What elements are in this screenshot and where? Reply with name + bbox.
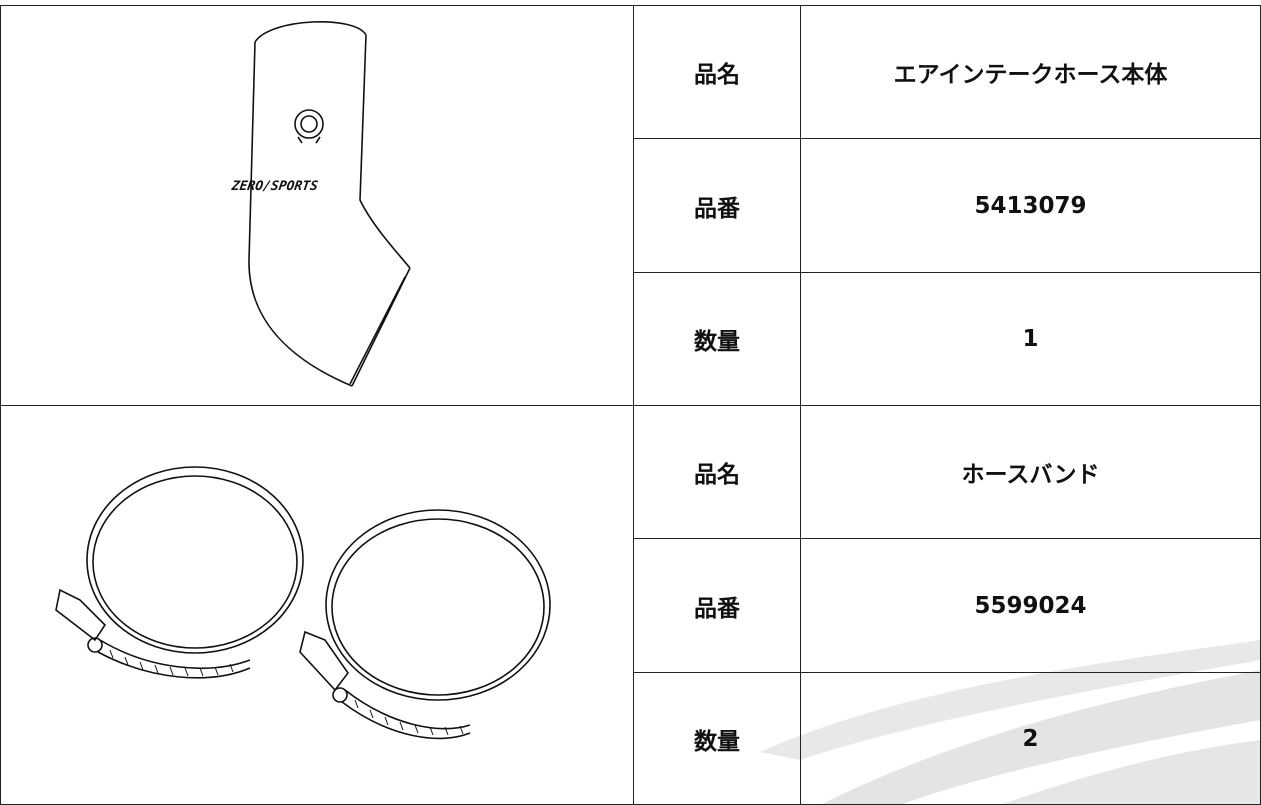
value-cell: 2: [1022, 725, 1039, 752]
value-cell: 5599024: [974, 592, 1087, 619]
label-cell: 数量: [694, 329, 740, 355]
row-line: [0, 405, 1261, 406]
value-cell: エアインテークホース本体: [893, 62, 1168, 88]
row-line: [633, 672, 1261, 673]
value-cell: 1: [1022, 326, 1039, 352]
row-line: [633, 272, 1261, 273]
logo-text: ZERO/SPORTS: [230, 179, 319, 194]
label-cell: 品番: [694, 595, 740, 622]
value-cell: ホースバンド: [961, 462, 1100, 488]
row-line: [633, 138, 1261, 139]
row-line: [633, 538, 1261, 539]
hose-drawing: [248, 21, 411, 387]
label-cell: 品番: [694, 195, 740, 222]
border: [0, 5, 1261, 6]
label-cell: 品名: [694, 62, 740, 88]
label-cell: 品名: [694, 462, 740, 488]
clamp-drawing: [299, 509, 551, 740]
parts-illustrations: ZERO/SPORTS: [55, 21, 551, 740]
value-cell: 5413079: [974, 192, 1087, 219]
label-cell: 数量: [694, 728, 740, 755]
clamp-drawing: [55, 466, 304, 679]
